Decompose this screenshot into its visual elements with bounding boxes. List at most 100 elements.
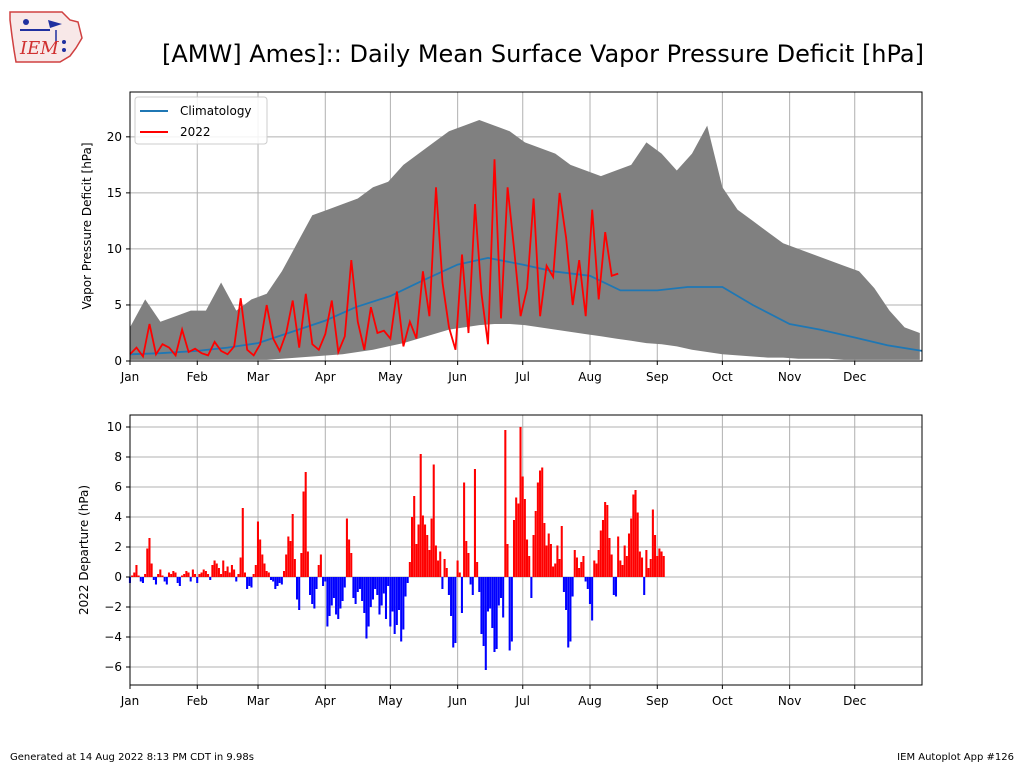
departure-bar <box>395 577 398 625</box>
departure-bar <box>382 577 385 594</box>
top-x-tick-label: Sep <box>646 370 669 384</box>
bottom-x-tick-label: Apr <box>315 694 336 708</box>
departure-bar <box>560 526 563 577</box>
departure-bar <box>580 562 583 577</box>
departure-bar <box>619 560 622 577</box>
departure-bar <box>335 577 338 615</box>
departure-bar <box>274 577 277 589</box>
bottom-x-tick-label: Aug <box>578 694 601 708</box>
departure-bar <box>191 569 194 577</box>
departure-bar <box>547 533 550 577</box>
iem-logo: IEM <box>9 11 83 63</box>
departure-bar <box>621 565 624 577</box>
departure-bar <box>558 559 561 577</box>
legend-label-2022: 2022 <box>180 125 211 139</box>
departure-bar <box>411 517 414 577</box>
departure-bar <box>478 577 481 592</box>
departure-bar <box>293 559 296 577</box>
departure-bar <box>573 550 576 577</box>
departure-bar <box>239 557 242 577</box>
departure-bar <box>300 553 303 577</box>
departure-bar <box>541 467 544 577</box>
departure-bar <box>647 568 650 577</box>
departure-bar <box>198 574 201 577</box>
bottom-y-tick-label: 6 <box>114 480 122 494</box>
departure-bar <box>352 577 355 598</box>
departure-bar <box>584 577 587 582</box>
departure-bar <box>228 572 231 577</box>
departure-bar <box>627 533 631 577</box>
departure-bar <box>458 572 461 577</box>
departure-bar <box>172 571 175 577</box>
bottom-x-tick-label: Jun <box>447 694 467 708</box>
departure-bar <box>213 560 216 577</box>
departure-bar <box>437 560 440 577</box>
departure-bar <box>404 577 407 597</box>
departure-bar <box>463 482 466 577</box>
departure-bar <box>371 577 374 600</box>
bottom-y-tick-label: 0 <box>114 570 122 584</box>
bottom-y-axis-label: 2022 Departure (hPa) <box>77 485 91 615</box>
departure-bar <box>610 554 613 577</box>
departure-bar <box>539 470 542 577</box>
departure-bar <box>625 556 628 577</box>
departure-bar <box>424 524 427 577</box>
departure-bar <box>393 577 396 634</box>
bottom-y-tick-label: 8 <box>114 450 122 464</box>
departure-bar <box>345 518 348 577</box>
departure-bar <box>302 491 305 577</box>
departure-bar <box>413 496 416 577</box>
departure-bar <box>567 577 570 648</box>
departure-bar <box>480 577 483 634</box>
departure-bar <box>421 515 424 577</box>
departure-bar <box>447 577 450 595</box>
departure-bar <box>578 568 581 577</box>
departure-bar <box>612 577 615 595</box>
top-y-tick-label: 10 <box>107 242 122 256</box>
departure-bar <box>139 577 142 582</box>
departure-bar <box>638 551 641 577</box>
departure-bar <box>452 577 455 648</box>
legend-label-climatology: Climatology <box>180 104 252 118</box>
bottom-x-tick-label: Mar <box>247 694 270 708</box>
departure-bar <box>146 548 149 577</box>
departure-bar <box>534 511 537 577</box>
departure-bar <box>486 577 489 612</box>
departure-bar <box>209 577 212 580</box>
top-y-tick-label: 20 <box>107 130 122 144</box>
departure-bar <box>339 577 342 609</box>
departure-bar <box>157 574 160 577</box>
departure-bar <box>174 572 177 577</box>
logo-dot-icon <box>23 19 29 25</box>
departure-bar <box>337 577 340 619</box>
bottom-x-tick-label: Nov <box>778 694 801 708</box>
departure-bar <box>285 554 288 577</box>
departure-bar <box>502 577 505 618</box>
bottom-y-tick-label: 4 <box>114 510 122 524</box>
departure-bar <box>350 553 353 577</box>
departure-bar <box>241 508 244 577</box>
departure-bar <box>387 577 390 586</box>
top-x-tick-label: Mar <box>247 370 270 384</box>
departure-bar <box>532 535 535 577</box>
bottom-y-tick-label: 10 <box>107 420 122 434</box>
departure-bar <box>376 577 379 595</box>
top-x-tick-label: Aug <box>578 370 601 384</box>
departure-bar <box>374 577 377 589</box>
departure-bar <box>419 454 422 577</box>
year-2022-line <box>129 159 619 359</box>
departure-bar <box>528 556 531 577</box>
top-x-tick-label: Jun <box>447 370 467 384</box>
bottom-y-tick-label: −6 <box>104 660 122 674</box>
departure-bar <box>144 574 147 577</box>
departure-bar <box>306 551 309 577</box>
departure-bar <box>662 556 665 577</box>
departure-bar <box>263 563 266 577</box>
departure-bar <box>630 518 633 577</box>
departure-bar <box>428 550 431 577</box>
departure-bar <box>237 574 240 577</box>
departure-bar <box>591 577 594 621</box>
departure-bar <box>645 550 648 577</box>
bottom-x-tick-label: Sep <box>646 694 669 708</box>
departure-bar <box>586 577 589 589</box>
